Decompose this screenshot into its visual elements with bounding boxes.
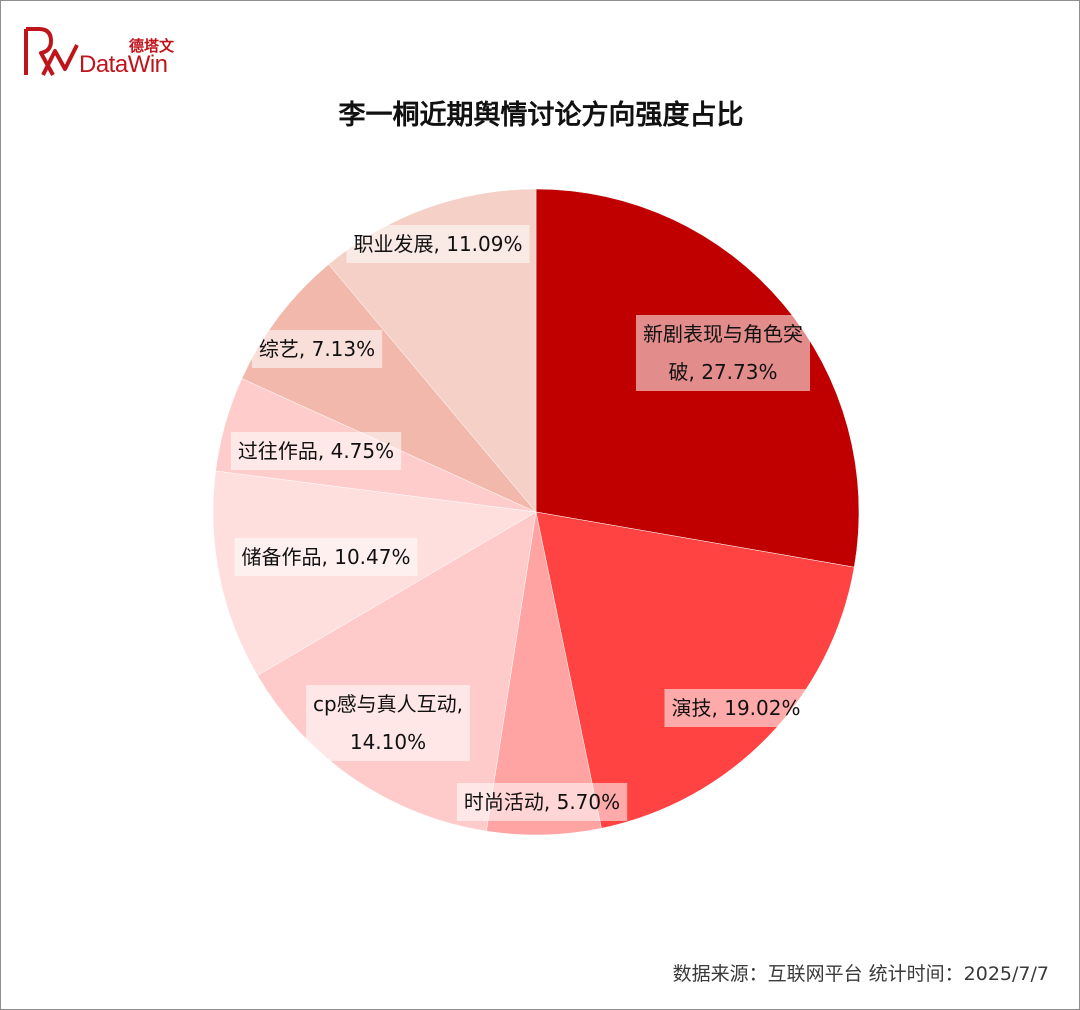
slice-label-5: 储备作品, 10.47% — [234, 538, 418, 576]
slice-label-text: 新剧表现与角色突 — [643, 322, 803, 346]
logo-english-text: DataWin — [79, 51, 168, 78]
source-footnote: 数据来源：互联网平台 统计时间：2025/7/7 — [672, 963, 1049, 985]
slice-label-text: 职业发展, 11.09% — [354, 232, 523, 256]
slice-label-text: cp感与真人互动, — [313, 692, 463, 716]
slice-label-text: 过往作品, 4.75% — [238, 439, 394, 463]
datawin-logo — [21, 23, 191, 83]
slice-label-text: 时尚活动, 5.70% — [464, 790, 620, 814]
slice-label-8: 职业发展, 11.09% — [346, 225, 530, 263]
pie-slice-8 — [328, 188, 537, 513]
slice-label-3: 时尚活动, 5.70% — [456, 783, 628, 821]
datawin-logo-mark-icon — [24, 27, 79, 76]
slice-label-text: 综艺, 7.13% — [259, 337, 375, 361]
slice-label-2: 演技, 19.02% — [664, 689, 808, 727]
slice-label-6: 过往作品, 4.75% — [230, 432, 402, 470]
chart-title: 李一桐近期舆情讨论方向强度占比 — [338, 100, 744, 131]
slice-label-text: 储备作品, 10.47% — [242, 545, 411, 569]
slice-label-text: 破, 27.73% — [669, 360, 778, 384]
logo-chinese-text: 德塔文 — [129, 37, 175, 55]
pie-slice-7 — [241, 263, 537, 513]
slice-label-text: 14.10% — [350, 730, 426, 754]
slice-label-text: 演技, 19.02% — [672, 696, 801, 720]
slice-label-7: 综艺, 7.13% — [251, 330, 383, 368]
pie-slice-2 — [535, 511, 855, 829]
slice-label-4: cp感与真人互动, 14.10% — [306, 685, 471, 761]
